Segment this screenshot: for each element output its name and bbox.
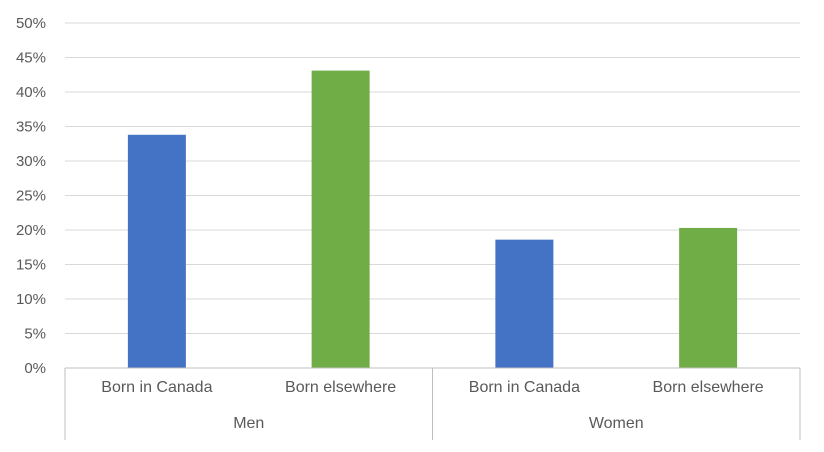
x-group-label: Men [233,415,264,432]
bar-men-born-elsewhere [311,70,370,369]
y-tick-label: 20% [16,222,46,239]
x-category-label: Born in Canada [469,379,580,396]
y-tick-label: 0% [24,360,46,377]
y-tick-label: 25% [16,188,46,205]
x-category-label: Born in Canada [101,379,212,396]
x-category-label: Born elsewhere [285,379,396,396]
bars [127,70,738,369]
gridlines [65,22,800,334]
x-axis: Born in Canada Born elsewhere Men Born in C… [64,367,801,440]
y-tick-label: 50% [16,15,46,32]
x-category-label: Born elsewhere [653,379,764,396]
bar-women-born-elsewhere [679,227,738,368]
y-tick-label: 10% [16,291,46,308]
y-tick-label: 35% [16,119,46,136]
y-tick-label: 5% [24,326,46,343]
y-axis-tick-labels: 0% 5% 10% 15% 20% 25% 30% 35% 40% 45% 50% [16,15,46,377]
bar-men-born-in-canada [127,134,186,368]
y-tick-label: 30% [16,153,46,170]
y-tick-label: 15% [16,257,46,274]
y-tick-label: 45% [16,50,46,67]
x-group-label: Women [589,415,644,432]
bar-women-born-in-canada [495,239,554,368]
y-tick-label: 40% [16,84,46,101]
